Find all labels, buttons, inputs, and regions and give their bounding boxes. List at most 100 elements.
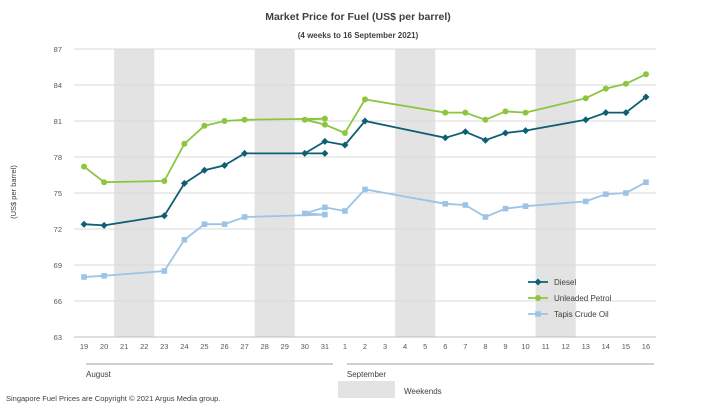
data-point [321, 149, 329, 157]
data-point [322, 204, 328, 211]
data-point [441, 134, 449, 142]
legend-marker [535, 295, 541, 301]
data-point [522, 109, 529, 116]
data-point [221, 221, 228, 227]
data-point [81, 163, 88, 170]
x-tick-label: 27 [240, 342, 248, 351]
x-tick-label: 28 [260, 342, 268, 351]
data-point [361, 117, 369, 125]
x-tick-label: 1 [343, 342, 347, 351]
data-point [362, 186, 368, 193]
data-point [623, 190, 629, 196]
data-point [643, 179, 649, 185]
x-tick-label: 6 [443, 342, 447, 351]
chart-title: Market Price for Fuel (US$ per barrel) [265, 11, 451, 23]
data-point [461, 128, 469, 136]
x-tick-label: 8 [483, 342, 487, 351]
data-point [341, 130, 348, 136]
data-point [241, 149, 249, 157]
gridlines [74, 48, 656, 338]
data-point [321, 137, 329, 145]
weekend-swatch [338, 381, 395, 398]
data-point [622, 109, 630, 117]
chart-subtitle: (4 weeks to 16 September 2021) [298, 31, 419, 40]
data-point [321, 121, 328, 128]
y-axis-ticks: 63 66 69 72 75 78 81 84 87 [54, 45, 62, 342]
data-point [101, 179, 108, 186]
data-point [462, 202, 469, 208]
data-point [201, 221, 208, 227]
data-point [81, 274, 87, 280]
legend-marker [534, 278, 542, 286]
data-point [161, 178, 168, 184]
legend-label: Diesel [554, 278, 576, 287]
legend-label: Unleaded Petrol [554, 294, 612, 303]
data-point [462, 109, 469, 116]
data-point [442, 201, 449, 207]
data-point [502, 205, 509, 212]
y-tick-label: 75 [54, 189, 62, 198]
data-point [80, 220, 88, 228]
x-tick-label: 10 [521, 342, 529, 351]
x-tick-label: 31 [321, 342, 329, 351]
month-label: August [86, 370, 112, 379]
series-diesel [80, 93, 650, 229]
data-point [522, 127, 530, 135]
x-tick-label: 25 [200, 342, 208, 351]
data-point [362, 96, 368, 103]
y-tick-label: 72 [54, 225, 62, 234]
data-point [582, 116, 590, 124]
legend-label: Tapis Crude Oil [554, 310, 609, 319]
data-point [161, 268, 168, 274]
y-tick-label: 63 [54, 333, 62, 342]
data-point [642, 93, 650, 101]
data-point [481, 136, 489, 144]
x-tick-label: 19 [80, 342, 88, 351]
x-tick-label: 30 [301, 342, 309, 351]
x-tick-label: 21 [120, 342, 128, 351]
data-point [301, 116, 308, 123]
data-point [221, 161, 229, 169]
y-axis-label: (US$ per barrel) [9, 165, 18, 219]
data-point [501, 129, 509, 137]
data-point [482, 214, 489, 220]
series-lines [80, 71, 650, 280]
x-tick-label: 14 [602, 342, 610, 351]
data-point [582, 95, 589, 102]
x-tick-label: 20 [100, 342, 108, 351]
data-point [241, 214, 248, 220]
series-unleaded-petrol [81, 71, 649, 186]
x-tick-label: 29 [281, 342, 289, 351]
copyright-footer: Singapore Fuel Prices are Copyright © 20… [6, 394, 220, 403]
weekend-legend-label: Weekends [404, 387, 442, 396]
data-point [341, 141, 349, 149]
data-point [502, 108, 509, 115]
data-point [602, 109, 610, 117]
month-label: September [347, 370, 386, 379]
legend-marker [535, 311, 541, 317]
data-point [442, 109, 449, 116]
data-point [221, 118, 228, 124]
data-point [342, 208, 348, 214]
x-tick-label: 15 [622, 342, 630, 351]
data-point [522, 203, 529, 209]
data-point [622, 80, 629, 87]
data-point [322, 211, 328, 218]
y-tick-label: 84 [54, 81, 62, 90]
data-point [301, 210, 308, 217]
x-tick-label: 24 [180, 342, 188, 351]
x-tick-label: 12 [562, 342, 570, 351]
x-tick-label: 3 [383, 342, 387, 351]
month-labels: August September [86, 363, 654, 379]
x-axis-ticks: 19 20 21 22 23 24 25 26 27 28 29 30 31 1 2 3 4 5 6 7 8 9 10 11 1… [80, 342, 650, 351]
data-point [100, 221, 108, 229]
x-tick-label: 5 [423, 342, 427, 351]
x-tick-label: 16 [642, 342, 650, 351]
series-tapis-crude-oil [81, 179, 649, 280]
y-tick-label: 81 [54, 117, 62, 126]
x-tick-label: 2 [363, 342, 367, 351]
data-point [101, 273, 107, 279]
x-tick-label: 4 [403, 342, 407, 351]
data-point [642, 71, 649, 78]
data-point [321, 115, 328, 122]
